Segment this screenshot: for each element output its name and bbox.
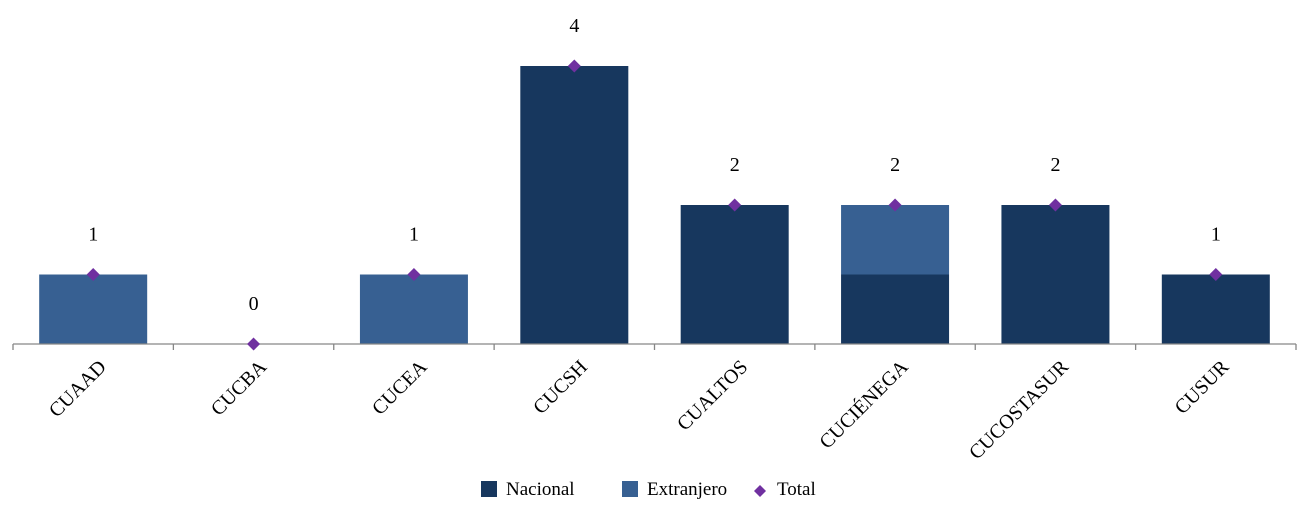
x-tick-label-cusur: CUSUR bbox=[1171, 356, 1234, 419]
x-tick-label-cuciénega: CUCIÉNEGA bbox=[815, 355, 913, 453]
total-marker-cucba bbox=[247, 338, 260, 351]
x-tick-label-cucba: CUCBA bbox=[207, 356, 272, 421]
data-label-cuaad: 1 bbox=[88, 224, 98, 246]
legend-label-nacional: Nacional bbox=[506, 479, 575, 500]
data-label-cucba: 0 bbox=[249, 293, 259, 315]
bars-layer bbox=[39, 66, 1270, 344]
bar-nacional-cucostasur bbox=[1001, 205, 1109, 344]
data-label-cualtos: 2 bbox=[730, 154, 740, 176]
data-label-cusur: 1 bbox=[1211, 224, 1221, 246]
x-tick-label-cuaad: CUAAD bbox=[45, 356, 111, 422]
data-label-cucostasur: 2 bbox=[1050, 154, 1060, 176]
x-tick-label-cucostasur: CUCOSTASUR bbox=[965, 356, 1073, 464]
x-tick-label-cucsh: CUCSH bbox=[529, 356, 592, 419]
data-label-cuciénega: 2 bbox=[890, 154, 900, 176]
data-label-cucea: 1 bbox=[409, 224, 419, 246]
legend-swatch-extranjero bbox=[622, 481, 638, 497]
bar-nacional-cucsh bbox=[520, 66, 628, 344]
x-tick-label-cucea: CUCEA bbox=[368, 356, 432, 420]
x-tick-label-cualtos: CUALTOS bbox=[673, 356, 752, 435]
bar-nacional-cuciénega bbox=[841, 275, 949, 345]
legend-swatch-nacional bbox=[481, 481, 497, 497]
x-axis bbox=[13, 344, 1296, 350]
legend-swatch-total bbox=[754, 485, 766, 497]
bar-nacional-cusur bbox=[1162, 275, 1270, 345]
legend: Nacional Extranjero Total bbox=[481, 479, 816, 500]
x-tick-labels: CUAAD CUCBA CUCEA CUCSH CUALTOS CUCIÉNEGA CUCO… bbox=[45, 355, 1234, 464]
bar-nacional-cualtos bbox=[681, 205, 789, 344]
bar-extranjero-cuaad bbox=[39, 275, 147, 345]
legend-label-total: Total bbox=[777, 479, 816, 500]
bar-extranjero-cuciénega bbox=[841, 205, 949, 275]
data-label-cucsh: 4 bbox=[569, 15, 579, 37]
legend-label-extranjero: Extranjero bbox=[647, 479, 727, 500]
bar-extranjero-cucea bbox=[360, 275, 468, 345]
